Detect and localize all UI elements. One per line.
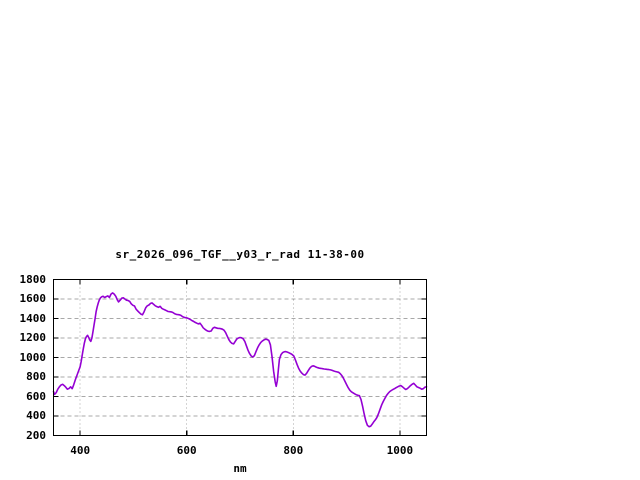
y-axis-tick-label: 1600 bbox=[19, 292, 47, 305]
data-curve bbox=[52, 292, 428, 428]
y-axis-tick-label: 800 bbox=[26, 370, 46, 383]
y-axis-tick-label: 1200 bbox=[19, 331, 47, 344]
x-axis-tick-label: 400 bbox=[70, 444, 91, 457]
x-axis-title: nm bbox=[233, 462, 247, 475]
y-axis-tick-label: 400 bbox=[26, 409, 46, 422]
y-axis-tick-label: 600 bbox=[26, 389, 46, 403]
x-axis-tick-label: 800 bbox=[283, 444, 304, 457]
y-axis-tick-label: 1400 bbox=[19, 311, 47, 325]
chart-title: sr_2026_096_TGF__y03_r_rad 11-38-00 bbox=[115, 248, 365, 261]
x-axis-tick-label: 600 bbox=[176, 444, 197, 457]
y-axis-tick-label: 200 bbox=[26, 428, 46, 442]
y-axis-tick-label: 1800 bbox=[19, 272, 47, 286]
y-axis-tick-label: 1000 bbox=[19, 350, 47, 364]
x-axis-tick-label: 1000 bbox=[386, 444, 414, 457]
